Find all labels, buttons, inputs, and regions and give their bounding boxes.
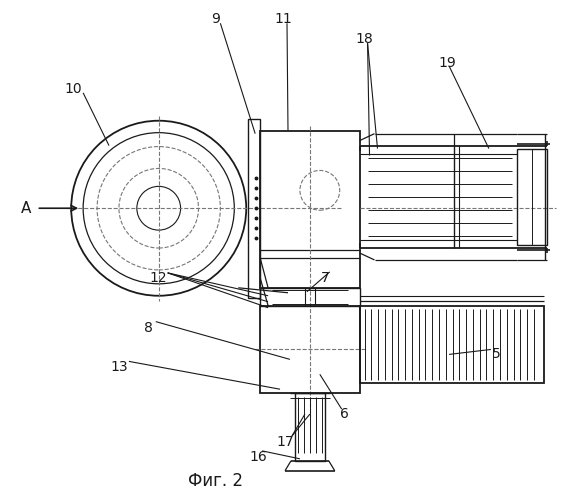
Bar (517, 148, 547, 245)
Bar (248, 118, 260, 298)
Text: 5: 5 (492, 348, 500, 362)
Text: 9: 9 (211, 12, 220, 26)
Text: A: A (21, 200, 32, 216)
Text: 8: 8 (144, 320, 153, 334)
Text: 18: 18 (356, 32, 373, 46)
Bar (260, 288, 359, 306)
Text: 10: 10 (64, 82, 82, 96)
Text: 12: 12 (150, 271, 167, 285)
Bar (260, 306, 359, 393)
Text: 7: 7 (320, 271, 329, 285)
Text: 19: 19 (438, 56, 456, 70)
Bar (359, 306, 543, 384)
Text: 11: 11 (274, 12, 292, 26)
Bar (295, 393, 325, 461)
Text: 6: 6 (340, 407, 349, 421)
Text: 17: 17 (276, 435, 294, 449)
Text: 16: 16 (250, 450, 267, 464)
Text: 13: 13 (110, 360, 128, 374)
Bar (260, 130, 359, 288)
Text: Фиг. 2: Фиг. 2 (188, 472, 243, 490)
